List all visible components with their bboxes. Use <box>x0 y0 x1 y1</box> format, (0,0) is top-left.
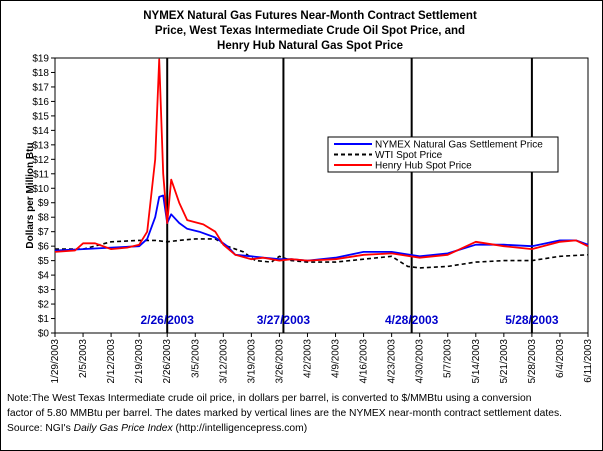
x-tick-label: 6/11/2003 <box>583 339 594 383</box>
x-tick-label: 5/28/2003 <box>527 339 538 384</box>
y-tick-label: $18 <box>32 68 49 79</box>
chart-title: NYMEX Natural Gas Futures Near-Month Con… <box>60 9 560 54</box>
y-tick-label: $6 <box>38 242 50 253</box>
wti-series-line <box>55 238 589 269</box>
y-tick-label: $14 <box>32 126 49 137</box>
legend-label: Henry Hub Spot Price <box>375 161 472 172</box>
y-tick-label: $10 <box>32 184 49 195</box>
y-tick-label: $16 <box>32 97 49 108</box>
plot-area <box>54 57 589 334</box>
y-tick-label: $17 <box>32 82 49 93</box>
x-tick-label: 5/14/2003 <box>471 339 482 384</box>
henry-hub-series-line <box>54 58 589 262</box>
x-tick-label: 4/23/2003 <box>387 339 398 384</box>
x-tick-label: 3/5/2003 <box>190 339 201 378</box>
y-tick-label: $5 <box>38 256 50 267</box>
x-tick-label: 4/30/2003 <box>415 339 426 384</box>
chart-note: Note:The West Texas Intermediate crude o… <box>7 391 597 436</box>
y-tick-label: $2 <box>38 300 50 311</box>
x-tick-label: 2/19/2003 <box>134 339 145 384</box>
x-tick-label: 5/7/2003 <box>443 339 454 378</box>
x-tick-label: 1/29/2003 <box>50 339 61 384</box>
x-tick-label: 3/12/2003 <box>218 339 229 384</box>
x-tick-label: 2/12/2003 <box>106 339 117 384</box>
legend-label: WTI Spot Price <box>375 150 443 161</box>
chart-title-line-1: NYMEX Natural Gas Futures Near-Month Con… <box>143 10 477 22</box>
x-tick-label: 5/21/2003 <box>499 339 510 384</box>
x-tick-label: 4/16/2003 <box>359 339 370 384</box>
y-tick-label: $13 <box>32 140 49 151</box>
chart-title-line-2: Price, West Texas Intermediate Crude Oil… <box>154 25 466 37</box>
y-tick-label: $9 <box>38 198 50 209</box>
note-line-3: Source: NGI's Daily Gas Price Index (htt… <box>7 421 597 436</box>
x-tick-label: 6/4/2003 <box>555 339 566 378</box>
settlement-date-label: 5/28/2003 <box>505 313 559 327</box>
note-line-2: factor of 5.80 MMBtu per barrel. The dat… <box>7 408 562 419</box>
y-tick-label: $11 <box>33 169 49 180</box>
x-tick-label: 4/9/2003 <box>331 339 342 378</box>
x-tick-label: 2/26/2003 <box>162 339 173 384</box>
source-title: Daily Gas Price Index <box>73 423 173 434</box>
x-tick-label: 3/19/2003 <box>246 339 257 384</box>
settlement-date-label: 3/27/2003 <box>257 313 311 327</box>
note-line-1: Note:The West Texas Intermediate crude o… <box>7 393 532 404</box>
x-tick-label: 4/2/2003 <box>302 339 313 378</box>
nymex-series-line <box>54 194 589 262</box>
settlement-date-label: 2/26/2003 <box>141 313 195 327</box>
legend <box>327 136 559 173</box>
y-tick-label: $1 <box>38 314 50 325</box>
y-tick-label: $19 <box>32 54 49 65</box>
y-tick-label: $0 <box>38 329 50 340</box>
y-tick-label: $15 <box>32 111 49 122</box>
source-prefix: Source: NGI's <box>7 423 74 434</box>
settlement-date-label: 4/28/2003 <box>385 313 439 327</box>
x-tick-label: 3/26/2003 <box>274 339 285 384</box>
y-axis-label: Dollars per Million Btu <box>25 142 36 248</box>
x-tick-label: 2/5/2003 <box>78 339 89 378</box>
y-tick-label: $4 <box>38 271 50 282</box>
y-tick-label: $12 <box>32 155 49 166</box>
y-tick-label: $7 <box>38 227 50 238</box>
y-tick-label: $8 <box>38 213 50 224</box>
y-tick-label: $3 <box>38 285 50 296</box>
legend-label: NYMEX Natural Gas Settlement Price <box>375 140 543 151</box>
source-suffix: (http://intelligencepress.com) <box>172 423 308 434</box>
chart-title-line-3: Henry Hub Natural Gas Spot Price <box>217 40 403 52</box>
